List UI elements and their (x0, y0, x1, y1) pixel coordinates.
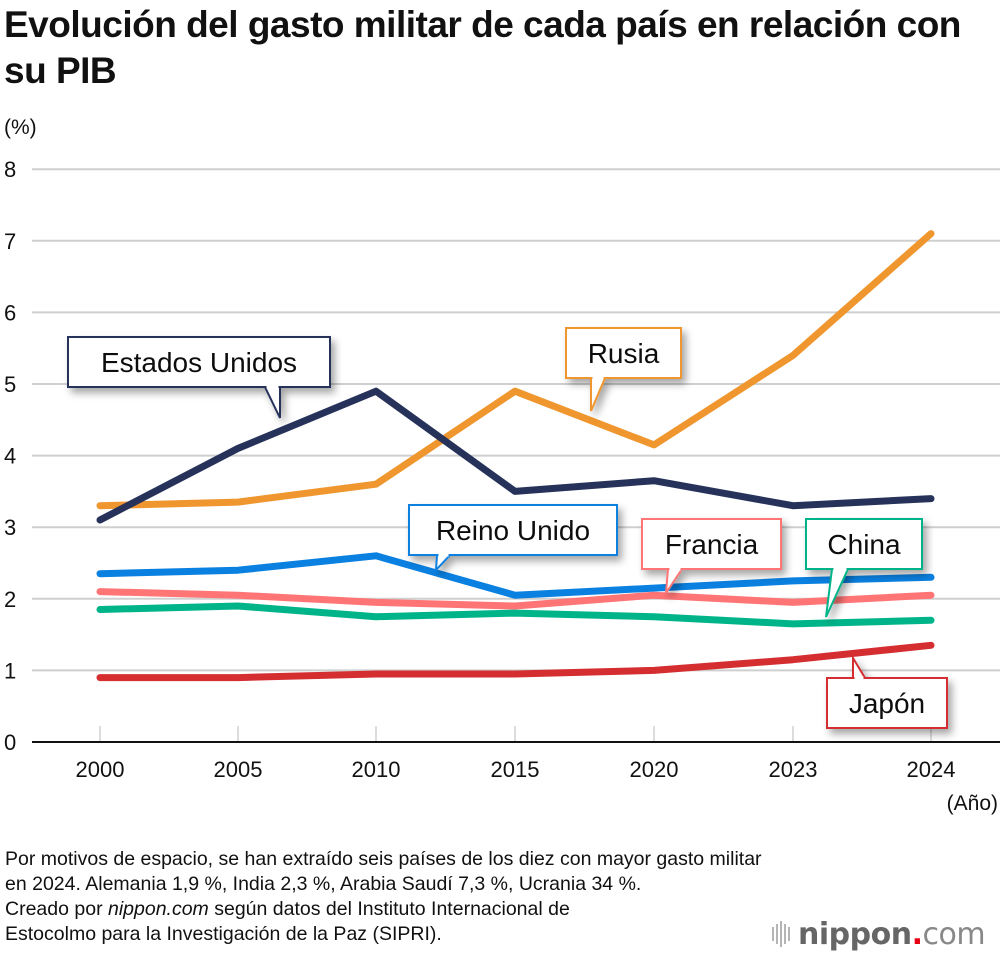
x-tick-label: 2020 (630, 757, 679, 782)
footnote-line-3: Creado por nippon.com según datos del In… (5, 897, 1000, 922)
y-tick-label: 7 (4, 229, 16, 254)
credit-suffix: según datos del Instituto Internacional … (208, 898, 570, 920)
footnote-line-2: en 2024. Alemania 1,9 %, India 2,3 %, Ar… (5, 873, 642, 895)
series-lines (96, 230, 935, 682)
series-line-china (96, 602, 935, 628)
y-tick-label: 0 (4, 730, 16, 755)
callout-pointer (590, 377, 607, 412)
logo-bars-icon (772, 921, 790, 947)
x-tick-label: 2005 (214, 757, 263, 782)
nippon-logo: nippon.com (772, 914, 986, 954)
series-line-francia (96, 588, 935, 610)
y-axis-ticks: 0 1 2 3 4 5 6 7 8 (4, 157, 16, 755)
x-axis-unit-label: (Año) (946, 792, 998, 815)
logo-com-text: com (922, 916, 986, 952)
x-tick-label: 2024 (907, 757, 956, 782)
callout-box (67, 336, 331, 388)
series-line-japon (96, 641, 935, 682)
callout-label: Francia (665, 529, 759, 560)
callout-pointer (852, 654, 867, 679)
callout-pointer (825, 568, 850, 618)
chart-title: Evolución del gasto militar de cada país… (4, 4, 961, 91)
footnote: Por motivos de espacio, se han extraído … (5, 847, 1000, 947)
callout-francia: Francia (641, 518, 782, 594)
callout-box (565, 327, 682, 379)
series-line-reino-unido (96, 552, 935, 599)
callout-china: China (805, 518, 923, 618)
callout-box (826, 677, 948, 729)
y-tick-label: 8 (4, 157, 16, 182)
callout-label: Reino Unido (436, 515, 590, 546)
logo-dot: . (911, 916, 923, 952)
series-line-estados-unidos (96, 387, 935, 524)
x-tick-label: 2015 (491, 757, 540, 782)
callout-label: Estados Unidos (101, 347, 297, 378)
logo-main-text: nippon (798, 916, 912, 952)
callout-label: China (827, 529, 901, 560)
y-tick-label: 1 (4, 658, 16, 683)
y-tick-label: 4 (4, 444, 16, 469)
callout-box (805, 518, 923, 570)
series-callouts: Estados Unidos Rusia Reino Unido Francia Chi… (67, 327, 948, 729)
line-chart: 0 1 2 3 4 5 6 7 8 2000 2005 2010 2015 2020 2023 2024 E… (4, 157, 1000, 782)
credit-prefix: Creado por (5, 898, 108, 920)
x-tick-label: 2010 (352, 757, 401, 782)
callout-label: Japón (849, 688, 925, 719)
credit-site: nippon.com (107, 898, 209, 920)
callout-box (641, 518, 782, 570)
y-tick-label: 5 (4, 372, 16, 397)
x-tick-label: 2000 (76, 757, 125, 782)
footnote-line-1: Por motivos de espacio, se han extraído … (5, 848, 762, 870)
callout-label: Rusia (588, 338, 660, 369)
callout-japon: Japón (826, 654, 948, 729)
x-axis-ticks: 2000 2005 2010 2015 2020 2023 2024 (32, 726, 1000, 782)
callout-box (408, 504, 618, 556)
y-tick-label: 2 (4, 587, 16, 612)
x-tick-label: 2023 (769, 757, 818, 782)
callout-pointer (434, 554, 453, 573)
callout-estados-unidos: Estados Unidos (67, 336, 331, 419)
callout-rusia: Rusia (565, 327, 682, 412)
y-tick-label: 6 (4, 300, 16, 325)
y-axis-unit-label: (%) (4, 116, 37, 139)
footnote-line-4: Estocolmo para la Investigación de la Pa… (5, 923, 442, 945)
callout-pointer (263, 386, 281, 419)
y-tick-label: 3 (4, 515, 16, 540)
callout-reino-unido: Reino Unido (408, 504, 618, 573)
series-line-rusia (96, 230, 935, 510)
